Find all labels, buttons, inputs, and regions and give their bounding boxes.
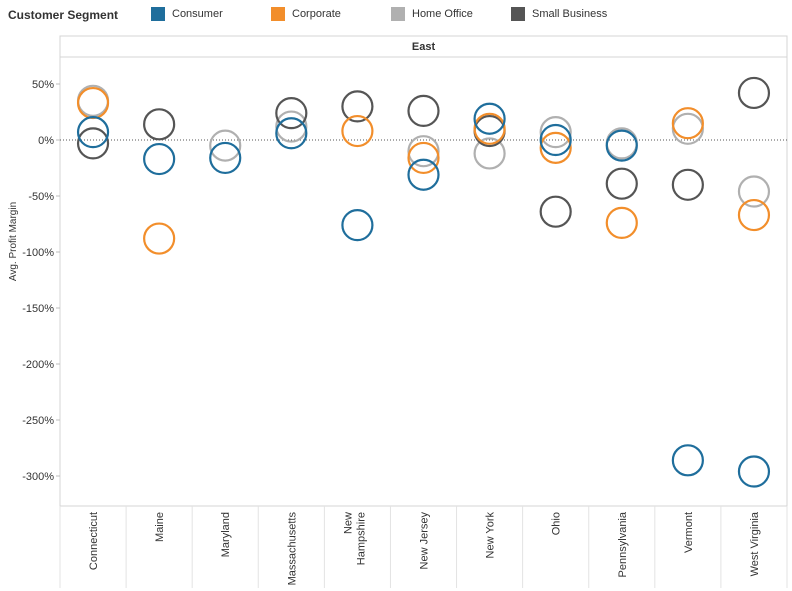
y-tick-label: -100%: [22, 247, 54, 259]
legend-item-consumer[interactable]: Consumer: [151, 6, 223, 22]
data-point-small-business[interactable]: [605, 167, 638, 200]
data-point-consumer[interactable]: [605, 129, 638, 162]
legend: Customer Segment Consumer Corporate Home…: [0, 0, 792, 30]
category-label: New Jersey: [419, 512, 431, 570]
legend-swatch-corporate: [271, 7, 285, 21]
data-point-corporate[interactable]: [341, 114, 374, 148]
category-label-line: West Virginia: [749, 511, 761, 576]
legend-label-consumer: Consumer: [172, 8, 223, 20]
data-point-corporate[interactable]: [143, 222, 176, 255]
data-point-small-business[interactable]: [76, 127, 110, 160]
plot-border: [59, 56, 788, 507]
y-tick-label: 50%: [32, 79, 54, 91]
category-label-line: Ohio: [551, 512, 563, 535]
y-tick-label: -300%: [22, 471, 54, 483]
data-point-home-office[interactable]: [671, 112, 704, 145]
category-label: New York: [485, 512, 497, 559]
y-axis-title: Avg. Profit Margin: [8, 202, 19, 281]
category-label-line: Hampshire: [355, 512, 367, 565]
category-label-line: Vermont: [683, 512, 695, 553]
category-label-line: New York: [485, 512, 497, 559]
data-point-corporate[interactable]: [473, 112, 506, 145]
y-tick-label: 0%: [38, 135, 54, 147]
data-point-corporate[interactable]: [605, 206, 638, 239]
data-point-consumer[interactable]: [341, 209, 374, 242]
data-point-consumer[interactable]: [143, 142, 176, 176]
y-tick-label: -50%: [28, 191, 54, 203]
data-point-home-office[interactable]: [407, 135, 440, 168]
data-point-home-office[interactable]: [76, 84, 110, 117]
category-label: Vermont: [683, 512, 695, 553]
data-point-consumer[interactable]: [671, 444, 704, 477]
legend-title: Customer Segment: [8, 8, 119, 22]
legend-item-home-office[interactable]: Home Office: [391, 6, 473, 22]
category-label: West Virginia: [749, 511, 761, 576]
data-point-consumer[interactable]: [539, 123, 572, 157]
category-label: Connecticut: [88, 512, 100, 570]
data-point-small-business[interactable]: [275, 97, 308, 130]
data-point-home-office[interactable]: [539, 116, 572, 149]
category-label: NewHampshire: [342, 512, 367, 565]
panel-title: East: [412, 41, 436, 53]
data-point-corporate[interactable]: [76, 86, 110, 120]
data-point-small-business[interactable]: [539, 195, 572, 228]
legend-item-small-business[interactable]: Small Business: [511, 6, 607, 22]
category-label-line: Connecticut: [88, 512, 100, 570]
data-point-small-business[interactable]: [143, 108, 176, 141]
category-label-line: Pennsylvania: [617, 511, 629, 577]
data-point-home-office[interactable]: [605, 127, 638, 160]
legend-swatch-small-business: [511, 7, 525, 21]
data-point-small-business[interactable]: [671, 168, 704, 201]
data-point-consumer[interactable]: [209, 141, 242, 175]
y-tick-label: -250%: [22, 415, 54, 427]
data-point-home-office[interactable]: [473, 137, 506, 170]
data-point-home-office[interactable]: [209, 129, 242, 162]
category-label-line: Massachusetts: [286, 512, 298, 586]
category-label: Maryland: [220, 512, 232, 557]
data-point-small-business[interactable]: [341, 90, 374, 123]
data-point-consumer[interactable]: [275, 117, 308, 150]
y-tick-label: -150%: [22, 303, 54, 315]
category-label: Massachusetts: [286, 512, 298, 586]
data-point-consumer[interactable]: [76, 116, 110, 149]
data-point-consumer[interactable]: [473, 102, 506, 135]
data-point-home-office[interactable]: [737, 175, 771, 208]
legend-label-small-business: Small Business: [532, 8, 608, 20]
data-point-home-office[interactable]: [275, 110, 308, 143]
data-point-corporate[interactable]: [407, 141, 440, 175]
legend-label-corporate: Corporate: [292, 8, 341, 20]
category-label-line: Maryland: [220, 512, 232, 557]
legend-item-corporate[interactable]: Corporate: [271, 6, 341, 22]
data-point-corporate[interactable]: [737, 198, 771, 232]
data-point-corporate[interactable]: [539, 131, 572, 164]
category-label: Pennsylvania: [617, 511, 629, 577]
data-point-small-business[interactable]: [473, 114, 506, 148]
category-label-line: New: [342, 512, 354, 534]
category-label-line: Maine: [154, 512, 166, 542]
category-label: Ohio: [551, 512, 563, 535]
y-tick-label: -200%: [22, 359, 54, 371]
legend-label-home-office: Home Office: [412, 8, 473, 20]
data-point-small-business[interactable]: [737, 76, 771, 110]
data-point-consumer[interactable]: [407, 158, 440, 191]
data-point-consumer[interactable]: [737, 455, 771, 488]
category-label: Maine: [154, 512, 166, 542]
data-point-corporate[interactable]: [671, 107, 704, 140]
legend-swatch-home-office: [391, 7, 405, 21]
category-label-line: New Jersey: [419, 512, 431, 570]
data-point-small-business[interactable]: [407, 94, 440, 127]
legend-swatch-consumer: [151, 7, 165, 21]
